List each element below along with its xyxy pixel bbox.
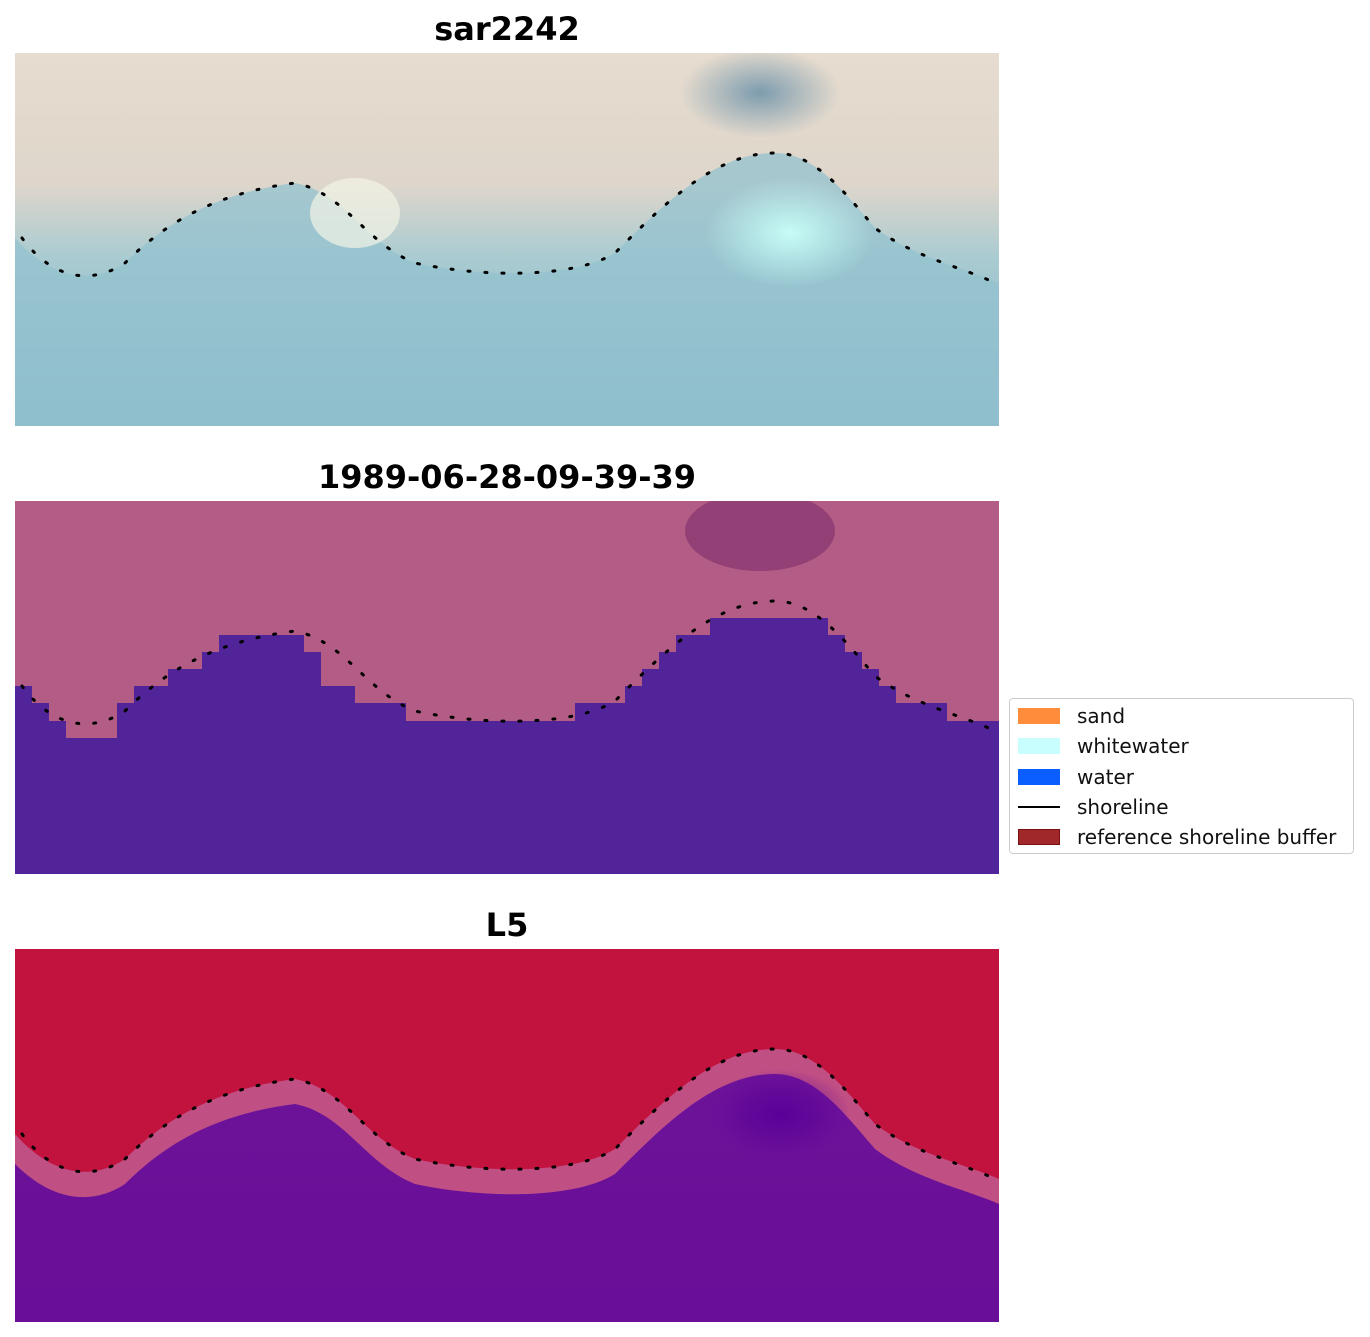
legend-item-reference-buffer: reference shoreline buffer (1010, 824, 1353, 850)
legend-label: whitewater (1077, 734, 1189, 758)
legend: sand whitewater water shoreline referenc… (1009, 698, 1354, 854)
legend-item-sand: sand (1010, 703, 1353, 729)
shoreline-line (20, 599, 997, 733)
legend-item-whitewater: whitewater (1010, 733, 1353, 759)
shoreline-swatch (1018, 806, 1060, 808)
panel-title-classification: 1989-06-28-09-39-39 (317, 458, 697, 496)
legend-label: reference shoreline buffer (1077, 825, 1337, 849)
rgb-image-panel (15, 53, 999, 426)
legend-label: shoreline (1077, 795, 1169, 819)
index-panel (15, 949, 999, 1322)
shoreline-line (20, 151, 997, 285)
classification-panel (15, 501, 999, 874)
legend-item-shoreline: shoreline (1010, 794, 1353, 820)
rgb-image (15, 53, 999, 426)
legend-label: sand (1077, 704, 1126, 728)
legend-item-water: water (1010, 764, 1353, 790)
legend-label: water (1077, 765, 1134, 789)
water-swatch (1018, 769, 1060, 785)
sand-swatch (1018, 708, 1060, 724)
reference-buffer-swatch (1018, 829, 1060, 845)
panel-title-rgb: sar2242 (434, 10, 580, 48)
shoreline-line (20, 1047, 997, 1181)
panel-title-index: L5 (485, 906, 529, 944)
classification-image (15, 501, 999, 874)
index-image (15, 949, 999, 1322)
whitewater-swatch (1018, 738, 1060, 754)
